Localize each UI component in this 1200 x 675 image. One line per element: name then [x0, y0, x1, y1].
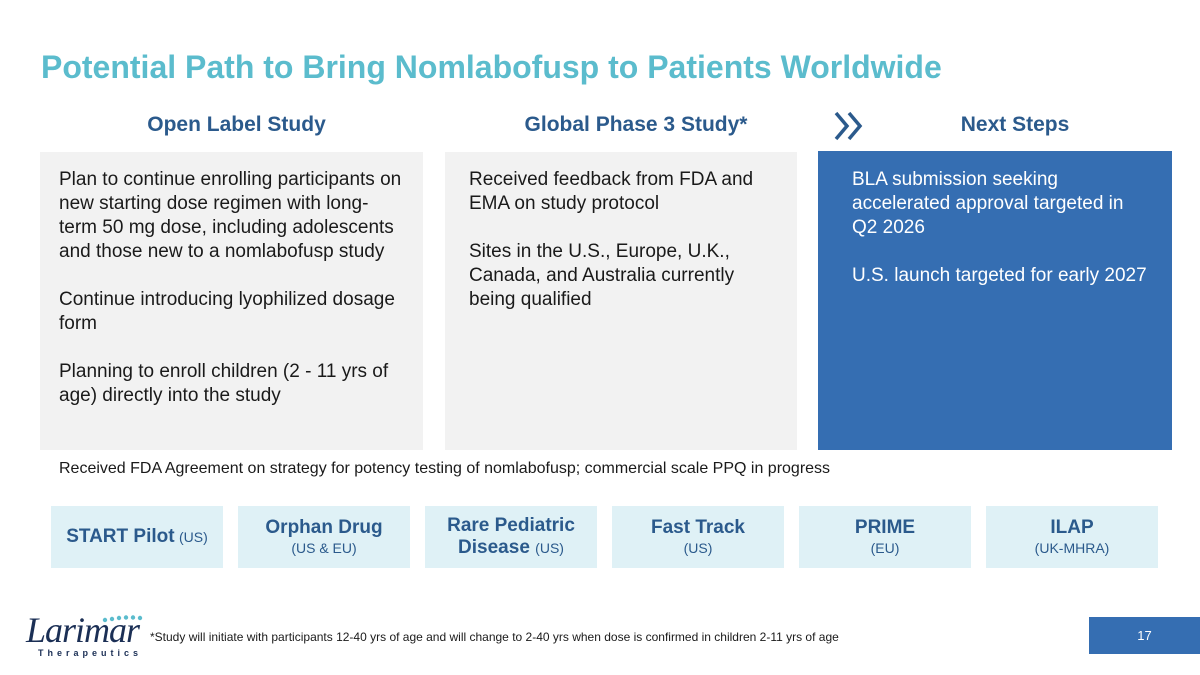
- designation-rare-pediatric: Rare Pediatric Disease (US): [425, 506, 597, 568]
- open-label-heading: Open Label Study: [147, 113, 326, 136]
- next-steps-panel: BLA submission seeking accelerated appro…: [818, 151, 1172, 450]
- phase3-panel: Received feedback from FDA and EMA on st…: [445, 152, 797, 450]
- designation-name-line2: Disease: [458, 537, 530, 558]
- designation-name: Orphan Drug: [265, 517, 383, 538]
- phase3-text-2: Sites in the U.S., Europe, U.K., Canada,…: [469, 241, 735, 310]
- phase3-text-1: Received feedback from FDA and EMA on st…: [469, 169, 754, 214]
- designation-name: Rare Pediatric: [447, 515, 575, 536]
- designation-region: (US): [179, 529, 208, 545]
- page-title: Potential Path to Bring Nomlabofusp to P…: [41, 49, 942, 85]
- open-label-text-1: Plan to continue enrolling participants …: [59, 169, 402, 262]
- open-label-text-3: Planning to enroll children (2 - 11 yrs …: [59, 361, 389, 406]
- next-steps-heading: Next Steps: [960, 113, 1070, 136]
- designation-region: (UK-MHRA): [1034, 540, 1110, 556]
- designation-region: (US & EU): [291, 540, 357, 556]
- next-steps-text-1: BLA submission seeking accelerated appro…: [852, 169, 1124, 238]
- agreement-note: Received FDA Agreement on strategy for p…: [59, 460, 831, 477]
- open-label-text-2: Continue introducing lyophilized dosage …: [59, 289, 395, 334]
- next-steps-text-2: U.S. launch targeted for early 2027: [852, 265, 1147, 286]
- open-label-panel: Plan to continue enrolling participants …: [40, 152, 423, 450]
- designation-ilap: ILAP (UK-MHRA): [986, 506, 1158, 568]
- logo-dots-icon: [102, 615, 143, 623]
- designation-name: ILAP: [1050, 517, 1094, 538]
- designation-name: PRIME: [854, 517, 916, 538]
- designation-region: (US): [535, 540, 564, 556]
- designation-fast-track: Fast Track (US): [612, 506, 784, 568]
- designation-region: (US): [683, 540, 713, 556]
- designation-region: (EU): [870, 540, 900, 556]
- designation-start-pilot: START Pilot (US): [51, 506, 223, 568]
- designation-orphan-drug: Orphan Drug (US & EU): [238, 506, 410, 568]
- logo-wordmark: Larimar: [26, 610, 140, 650]
- larimar-logo: Larimar Therapeutics: [26, 612, 144, 660]
- page-number: 17: [1089, 617, 1200, 654]
- designation-name: Fast Track: [651, 517, 745, 538]
- logo-tagline: Therapeutics: [38, 648, 143, 658]
- phase3-heading: Global Phase 3 Study*: [524, 113, 748, 136]
- double-chevron-right-icon: [834, 111, 863, 141]
- designation-prime: PRIME (EU): [799, 506, 971, 568]
- designation-name: START Pilot: [66, 526, 175, 547]
- footnote: *Study will initiate with participants 1…: [150, 630, 839, 644]
